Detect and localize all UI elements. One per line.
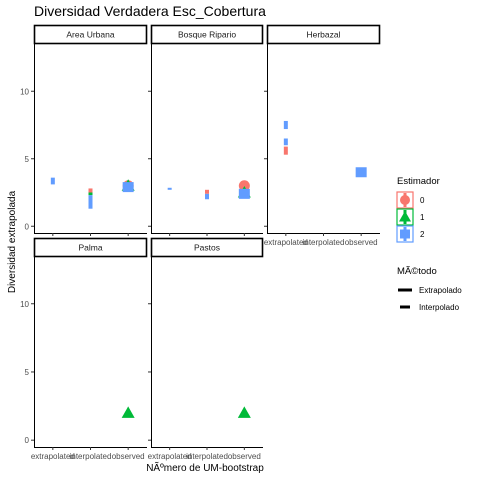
legend-label: Interpolado (419, 303, 460, 312)
legend-metodo-title: MÃ©todo (397, 266, 437, 277)
legend-key-glyph (399, 211, 411, 222)
facet-strip-label: Herbazal (306, 30, 340, 40)
y-tick-label: 10 (20, 87, 29, 96)
legend-key-glyph (400, 195, 410, 205)
x-tick-label: extrapolated (264, 238, 308, 247)
x-tick-label: observed (345, 238, 378, 247)
data-point (238, 180, 250, 192)
facet-strip-label: Palma (78, 243, 102, 253)
facet-strip (150, 24, 264, 45)
legend-estimador: Estimador 0 1 2 (396, 176, 440, 243)
legend-metodo: MÃ©todo Extrapolado Interpolado (397, 266, 462, 312)
facet-strip (33, 237, 148, 258)
facet-panels: Area Urbana 0 5 10 Bosque Ripario Herbazal ext… (20, 24, 381, 461)
data-point (121, 406, 135, 418)
x-tick-label: extrapolated (148, 452, 192, 461)
y-axis-title: Diversidad extrapolada (7, 190, 18, 293)
x-tick-label: extrapolated (31, 452, 75, 461)
facet-panel: Bosque Ripario (148, 24, 264, 236)
facet-strip-label: Bosque Ripario (178, 30, 236, 40)
y-tick-label: 10 (20, 300, 29, 309)
legend-label: 2 (420, 230, 425, 239)
data-point (238, 188, 250, 199)
facet-strip (33, 24, 148, 45)
y-tick-label: 5 (25, 368, 30, 377)
x-tick-label: interpolated (186, 452, 228, 461)
legend-estimador-title: Estimador (397, 176, 440, 187)
legend-label: Extrapolado (419, 286, 462, 295)
facet-strip-label: Pastos (194, 243, 220, 253)
y-tick-label: 5 (25, 155, 30, 164)
legend-key-glyph (400, 229, 410, 239)
x-tick-label: interpolated (70, 452, 112, 461)
x-axis-title: NÃºmero de UM-bootstrap (146, 461, 264, 474)
x-tick-label: observed (112, 452, 145, 461)
legend-label: 1 (420, 213, 425, 222)
y-tick-label: 0 (25, 436, 30, 445)
facet-strip (266, 24, 381, 45)
data-point (122, 182, 134, 193)
x-tick-label: observed (228, 452, 261, 461)
facet-strip (150, 237, 264, 258)
chart-title: Diversidad Verdadera Esc_Cobertura (34, 3, 266, 19)
x-tick-label: interpolated (303, 238, 345, 247)
data-point (355, 167, 367, 178)
facet-panel: Area Urbana 0 5 10 (20, 24, 148, 236)
data-point (237, 406, 251, 418)
y-tick-label: 0 (25, 222, 30, 231)
facet-strip-label: Area Urbana (66, 30, 114, 40)
legend-label: 0 (420, 196, 425, 205)
